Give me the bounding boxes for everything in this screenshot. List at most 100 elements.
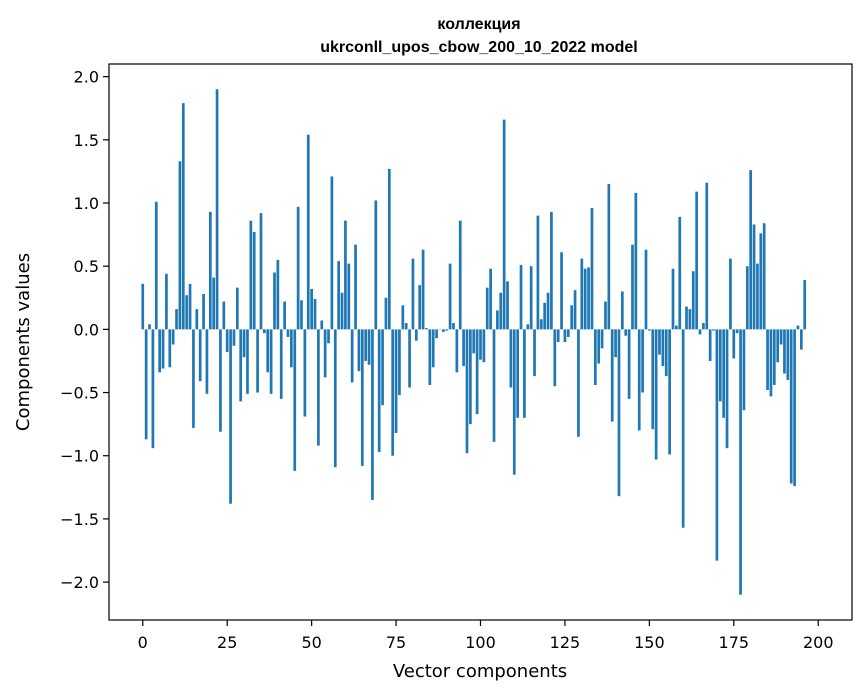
y-tick-label-1: −1.5 (60, 510, 99, 529)
x-tick-label-5: 125 (550, 633, 581, 652)
bar-174 (729, 258, 732, 330)
bar-116 (533, 329, 536, 377)
bar-24 (222, 301, 226, 330)
bar-110 (512, 329, 516, 475)
bar-80 (411, 258, 415, 330)
bar-156 (668, 329, 671, 455)
bar-180 (749, 170, 753, 330)
bar-90 (445, 329, 449, 331)
bar-55 (327, 329, 330, 344)
bar-185 (766, 329, 769, 391)
bar-66 (364, 329, 368, 361)
bar-33 (252, 232, 256, 330)
x-axis-ticks: 0 25 50 75 100 125 150 175 200 (138, 620, 834, 652)
bar-119 (543, 302, 547, 330)
bar-15 (192, 329, 195, 428)
bar-188 (776, 329, 780, 363)
bar-184 (762, 223, 766, 330)
bar-9 (171, 329, 175, 345)
bar-186 (769, 329, 773, 397)
bar-137 (604, 301, 607, 330)
bar-84 (425, 328, 428, 330)
bar-172 (722, 329, 726, 418)
y-tick-label-4: 0.0 (74, 320, 99, 339)
bar-193 (793, 329, 796, 487)
bar-153 (658, 329, 661, 355)
bar-14 (188, 283, 192, 330)
bar-187 (772, 329, 776, 385)
bar-35 (259, 213, 263, 330)
bar-44 (290, 329, 293, 368)
bar-175 (732, 329, 736, 359)
bar-162 (688, 309, 692, 330)
y-axis-label: Components values (13, 253, 34, 431)
bar-81 (414, 329, 418, 341)
bar-72 (384, 297, 388, 330)
bar-152 (654, 329, 658, 460)
bar-6 (161, 329, 165, 369)
bar-21 (212, 277, 216, 330)
bar-82 (418, 285, 422, 330)
bar-161 (685, 306, 688, 330)
bar-4 (154, 201, 158, 330)
bar-77 (401, 305, 405, 330)
bar-146 (634, 192, 638, 330)
bar-132 (587, 267, 590, 330)
bar-29 (239, 329, 243, 402)
bar-17 (198, 329, 202, 382)
bar-148 (641, 329, 644, 393)
bar-147 (637, 329, 641, 431)
y-tick-label-7: 1.5 (74, 131, 99, 150)
bar-157 (671, 268, 675, 330)
chart-title-line1: коллекция (437, 16, 520, 33)
bar-155 (664, 329, 668, 377)
bar-143 (624, 329, 628, 336)
bar-111 (516, 329, 519, 418)
bar-191 (786, 329, 790, 380)
bar-115 (529, 266, 533, 330)
bar-99 (475, 329, 479, 415)
bar-65 (360, 329, 364, 466)
bar-98 (472, 329, 476, 354)
bar-103 (489, 268, 492, 330)
bar-22 (215, 89, 219, 330)
bar-196 (803, 280, 807, 330)
bar-100 (479, 329, 482, 360)
bar-36 (263, 329, 266, 334)
bar-42 (283, 301, 286, 330)
bar-114 (526, 324, 530, 330)
bar-102 (485, 287, 489, 330)
bar-140 (614, 329, 617, 358)
bar-123 (556, 329, 560, 342)
bar-141 (617, 329, 621, 497)
bar-106 (499, 292, 503, 330)
bar-49 (306, 134, 310, 330)
bar-136 (600, 329, 604, 349)
x-tick-label-3: 75 (386, 633, 406, 652)
bar-20 (208, 211, 212, 330)
bar-2 (148, 324, 151, 330)
x-axis-label: Vector components (393, 661, 567, 682)
bar-121 (550, 211, 553, 330)
bar-178 (742, 329, 746, 411)
bar-145 (631, 244, 634, 330)
bar-61 (347, 263, 351, 330)
bar-101 (482, 329, 486, 363)
bars (141, 89, 807, 595)
bar-169 (712, 329, 715, 331)
bar-183 (759, 233, 763, 330)
bar-78 (404, 323, 408, 330)
bar-23 (219, 329, 222, 432)
bar-57 (333, 329, 337, 468)
x-tick-label-1: 25 (217, 633, 237, 652)
bar-107 (502, 119, 506, 330)
bar-19 (205, 329, 209, 394)
bar-108 (506, 281, 509, 330)
bar-8 (168, 329, 172, 368)
bar-25 (225, 329, 229, 353)
bar-179 (745, 266, 749, 330)
bar-154 (661, 329, 665, 367)
bar-58 (337, 261, 340, 330)
y-tick-label-6: 1.0 (74, 194, 99, 213)
